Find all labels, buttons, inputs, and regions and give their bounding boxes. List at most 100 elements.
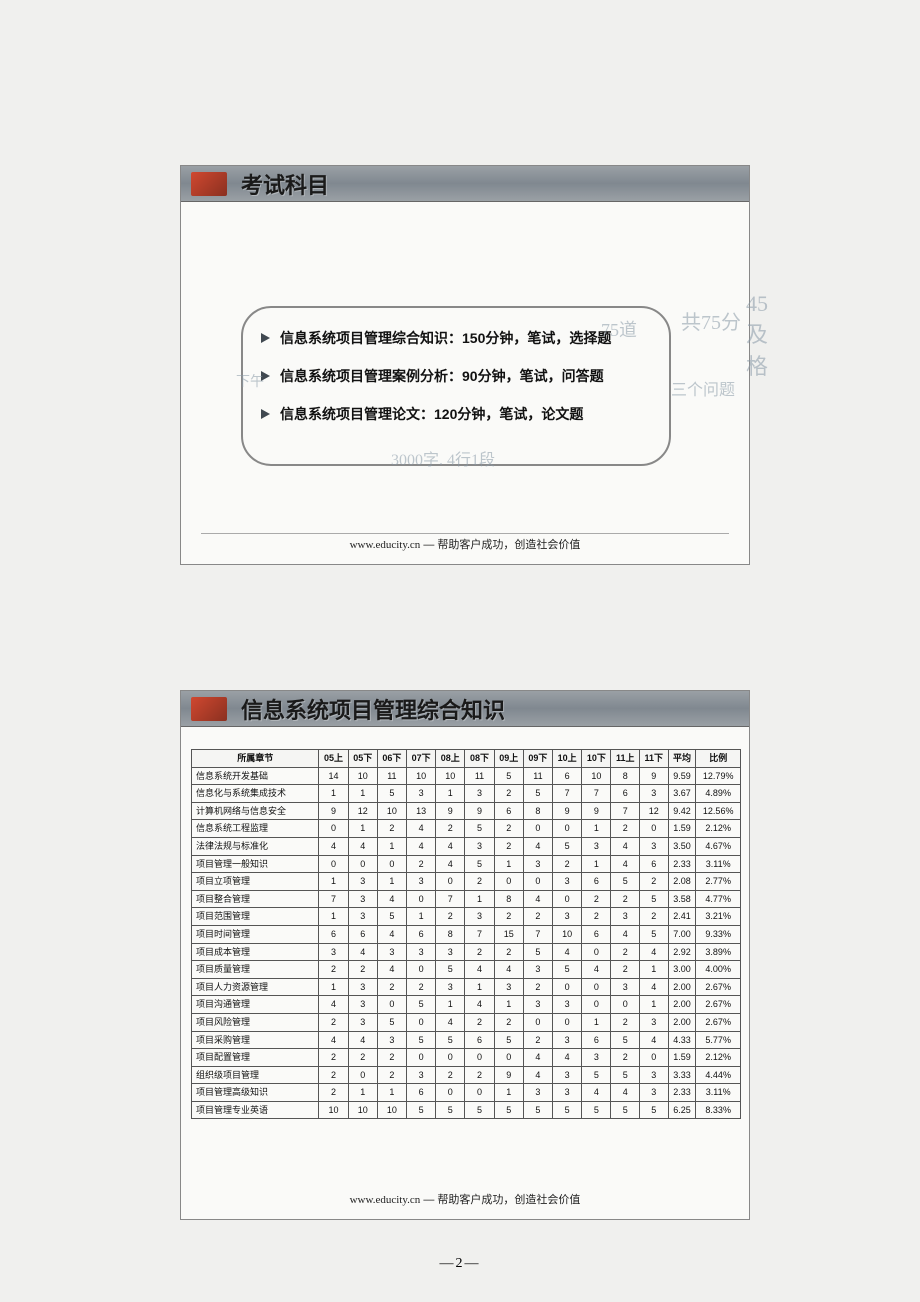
logo-icon [191,697,227,721]
cell: 11 [377,767,406,785]
cell: 1 [465,978,494,996]
cell: 6 [582,925,611,943]
table-row: 项目成本管理3433322540242.923.89% [192,943,741,961]
row-label: 项目立项管理 [192,873,319,891]
slide-exam-subjects: 考试科目 信息系统项目管理综合知识：150分钟，笔试，选择题 信息系统项目管理案… [180,165,750,565]
col-05下: 05下 [348,750,377,768]
cell: 7 [611,802,640,820]
cell: 0 [319,855,348,873]
col-06下: 06下 [377,750,406,768]
cell: 9.42 [668,802,696,820]
cell: 2.08 [668,873,696,891]
cell: 2 [407,978,436,996]
cell: 2 [611,1013,640,1031]
cell: 3 [348,873,377,891]
cell: 10 [553,925,582,943]
cell: 8.33% [696,1101,741,1119]
cell: 5 [523,943,552,961]
cell: 3.67 [668,785,696,803]
cell: 4 [465,961,494,979]
cell: 4 [523,837,552,855]
cell: 1 [582,1013,611,1031]
cell: 4 [639,978,668,996]
cell: 4 [553,943,582,961]
col-chapter: 所属章节 [192,750,319,768]
cell: 0 [348,855,377,873]
row-label: 组织级项目管理 [192,1066,319,1084]
row-label: 信息系统工程监理 [192,820,319,838]
cell: 1 [319,978,348,996]
cell: 3 [639,1084,668,1102]
cell: 5 [494,767,523,785]
col-11上: 11上 [611,750,640,768]
cell: 2 [494,1013,523,1031]
cell: 5 [553,837,582,855]
cell: 4 [319,1031,348,1049]
table-row: 项目时间管理664687157106457.009.33% [192,925,741,943]
cell: 3 [611,978,640,996]
row-label: 计算机网络与信息安全 [192,802,319,820]
cell: 3.89% [696,943,741,961]
cell: 5 [582,1101,611,1119]
cell: 3 [611,908,640,926]
cell: 0 [348,1066,377,1084]
cell: 3 [465,785,494,803]
bullet-arrow-icon [261,333,270,343]
handwriting-6: 3000字. 4行1段 [391,446,495,470]
exam-line-1: 信息系统项目管理综合知识：150分钟，笔试，选择题 [261,328,651,348]
table-row: 计算机网络与信息安全91210139968997129.4212.56% [192,802,741,820]
table-row: 项目管理一般知识0002451321462.333.11% [192,855,741,873]
cell: 4 [436,855,465,873]
cell: 4 [407,837,436,855]
handwriting-2: 共75分 [681,306,741,335]
cell: 12 [639,802,668,820]
cell: 4.77% [696,890,741,908]
col-05上: 05上 [319,750,348,768]
cell: 4 [611,1084,640,1102]
cell: 5 [407,996,436,1014]
cell: 4 [348,943,377,961]
cell: 8 [523,802,552,820]
cell: 2 [377,1066,406,1084]
cell: 0 [582,943,611,961]
cell: 1.59 [668,1049,696,1067]
cell: 5 [639,925,668,943]
bullet-arrow-icon [261,409,270,419]
cell: 6 [582,1031,611,1049]
cell: 2 [611,820,640,838]
table-row: 信息系统开发基础141011101011511610899.5912.79% [192,767,741,785]
cell: 5 [611,873,640,891]
cell: 0 [553,820,582,838]
slide2-footer-slogan: — 帮助客户成功，创造社会价值 [420,1194,580,1206]
row-label: 信息化与系统集成技术 [192,785,319,803]
cell: 2 [377,1049,406,1067]
table-header-row: 所属章节05上05下06下07下08上08下09上09下10上10下11上11下… [192,750,741,768]
cell: 5 [639,890,668,908]
cell: 6 [553,767,582,785]
cell: 2 [465,943,494,961]
cell: 15 [494,925,523,943]
cell: 3 [407,1066,436,1084]
cell: 2.67% [696,1013,741,1031]
cell: 9 [582,802,611,820]
cell: 3 [582,1049,611,1067]
cell: 8 [611,767,640,785]
table-row: 组织级项目管理2023229435533.334.44% [192,1066,741,1084]
cell: 2 [377,978,406,996]
cell: 0 [494,873,523,891]
table-row: 项目质量管理2240544354213.004.00% [192,961,741,979]
page-container: { "slide1": { "title": "考试科目", "lines": … [0,0,920,1302]
cell: 3 [553,996,582,1014]
cell: 12 [348,802,377,820]
cell: 2.12% [696,820,741,838]
exam-line-1-text: 信息系统项目管理综合知识：150分钟，笔试，选择题 [280,328,611,348]
cell: 2 [436,908,465,926]
cell: 9 [465,802,494,820]
cell: 5 [494,1031,523,1049]
cell: 5 [465,1101,494,1119]
cell: 1 [348,820,377,838]
cell: 6 [348,925,377,943]
cell: 6 [611,785,640,803]
cell: 3 [348,908,377,926]
cell: 3 [436,978,465,996]
